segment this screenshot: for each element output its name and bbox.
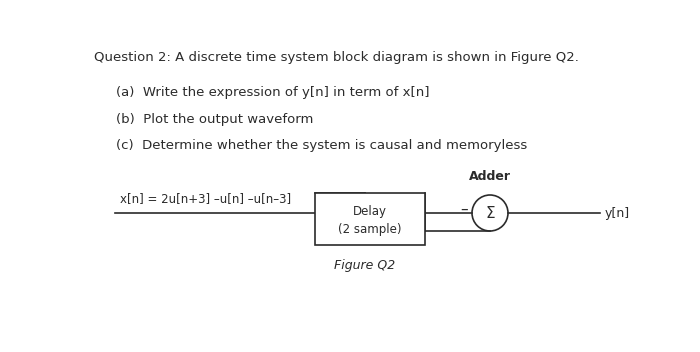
Text: Delay: Delay xyxy=(353,205,387,218)
Text: (2 sample): (2 sample) xyxy=(338,223,402,236)
Text: (b)  Plot the output waveform: (b) Plot the output waveform xyxy=(116,113,313,126)
Text: –: – xyxy=(460,201,468,216)
Text: (a)  Write the expression of y[n] in term of x[n]: (a) Write the expression of y[n] in term… xyxy=(116,86,429,99)
Text: Σ: Σ xyxy=(485,206,495,220)
Text: Question 2: A discrete time system block diagram is shown in Figure Q2.: Question 2: A discrete time system block… xyxy=(94,51,580,64)
Text: (c)  Determine whether the system is causal and memoryless: (c) Determine whether the system is caus… xyxy=(116,139,526,152)
Text: x[n] = 2u[n+3] –u[n] –u[n–3]: x[n] = 2u[n+3] –u[n] –u[n–3] xyxy=(120,192,291,205)
Text: Adder: Adder xyxy=(469,170,511,183)
Bar xyxy=(315,193,425,245)
Text: y[n]: y[n] xyxy=(605,207,630,220)
Text: Figure Q2: Figure Q2 xyxy=(335,259,395,272)
